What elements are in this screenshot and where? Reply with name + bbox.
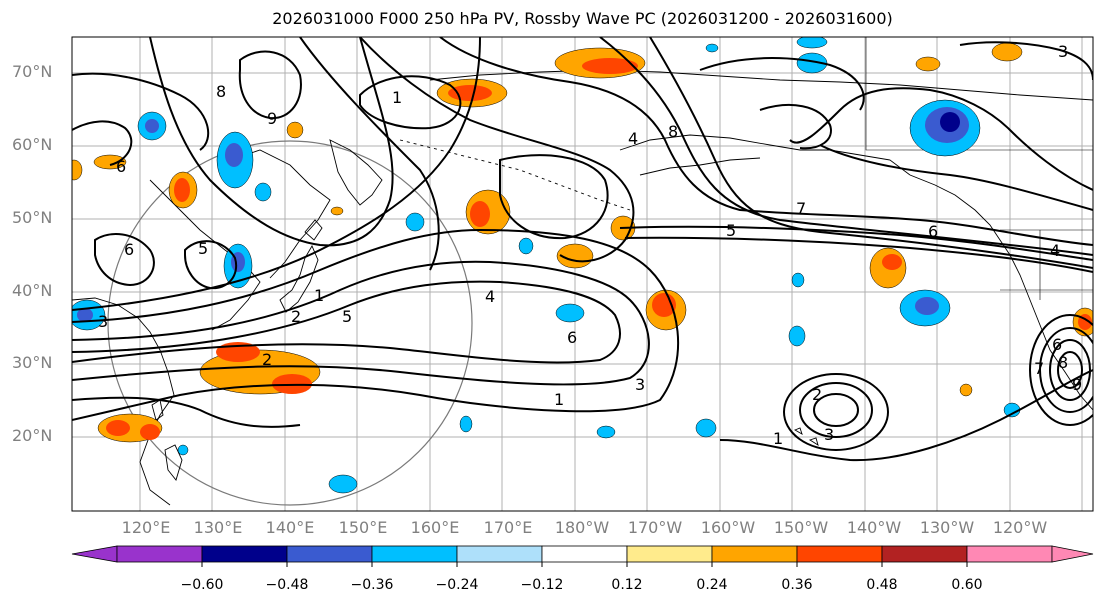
colorbar-ticks (201, 562, 968, 567)
contour-label: 3 (98, 312, 108, 331)
lat-label: 50°N (12, 208, 53, 227)
lat-label: 30°N (12, 353, 53, 372)
lon-label: 160°E (410, 518, 460, 537)
contour-label: 8 (1058, 353, 1068, 372)
lon-label: 170°W (627, 518, 683, 537)
colorbar-tick-label: 0.60 (951, 577, 983, 593)
contour-label: 2 (812, 385, 822, 404)
lon-label: 120°E (121, 518, 171, 537)
contour-label: 5 (198, 239, 208, 258)
contour-label: 1 (314, 286, 324, 305)
contour-label: 3 (824, 425, 834, 444)
contour-label: 6 (928, 222, 938, 241)
colorbar-tick-label: 0.24 (696, 577, 728, 593)
contour-label: 4 (485, 287, 495, 306)
contour-label: 7 (796, 199, 806, 218)
colorbar-tick-label: −0.36 (350, 577, 394, 593)
colorbar-tick-label: −0.12 (520, 577, 564, 593)
contour-label: 4 (628, 129, 638, 148)
contour-label: 6 (567, 328, 577, 347)
lat-label: 40°N (12, 281, 53, 300)
contour-label: 1 (554, 390, 564, 409)
pv-contours (72, 37, 1093, 462)
contour-label: 4 (1050, 241, 1060, 260)
contour-label: 6 (124, 240, 134, 259)
map-border (71, 36, 1094, 512)
colorbar (71, 545, 1094, 567)
lat-label: 70°N (12, 62, 53, 81)
lat-label: 60°N (12, 135, 53, 154)
contour-label: 1 (392, 88, 402, 107)
lon-label: 170°E (483, 518, 533, 537)
lon-label: 180°W (554, 518, 610, 537)
colorbar-extend-min (71, 545, 118, 563)
contour-label: 5 (726, 221, 736, 240)
contour-label: 2 (291, 307, 301, 326)
lon-label: 150°W (773, 518, 829, 537)
contour-label: 9 (267, 109, 277, 128)
contour-label: 7 (1034, 359, 1044, 378)
lon-label: 120°W (992, 518, 1048, 537)
colorbar-tick-label: −0.48 (265, 577, 309, 593)
contour-label: 3 (1058, 42, 1068, 61)
contour-label: 1 (773, 429, 783, 448)
contour-label: 8 (668, 122, 678, 141)
contour-label: 6 (1052, 335, 1062, 354)
lon-label: 140°E (265, 518, 315, 537)
lon-label: 140°W (846, 518, 902, 537)
lon-label: 130°W (919, 518, 975, 537)
contour-label: 5 (342, 307, 352, 326)
contour-label: 8 (216, 82, 226, 101)
contour-label: 2 (262, 350, 272, 369)
lon-label: 160°W (700, 518, 756, 537)
colorbar-tick-label: −0.60 (180, 577, 224, 593)
contour-label: 6 (116, 157, 126, 176)
colorbar-tick-label: 0.48 (866, 577, 898, 593)
lon-label: 130°E (193, 518, 243, 537)
map-title: 2026031000 F000 250 hPa PV, Rossby Wave … (272, 9, 893, 28)
contour-label: 9 (1072, 375, 1082, 394)
lat-label: 20°N (12, 426, 53, 445)
colorbar-extend-max (1051, 545, 1094, 563)
contour-labels: 1 8 9 4 6 8 7 5 1 6 5 3 2 1 5 4 6 3 2 1 … (98, 42, 1082, 448)
lon-label: 150°E (338, 518, 388, 537)
reference-circle (107, 140, 473, 506)
colorbar-tick-label: 0.36 (781, 577, 813, 593)
colorbar-tick-label: 0.12 (611, 577, 643, 593)
colorbar-tick-label: −0.24 (435, 577, 479, 593)
contour-label: 3 (635, 375, 645, 394)
